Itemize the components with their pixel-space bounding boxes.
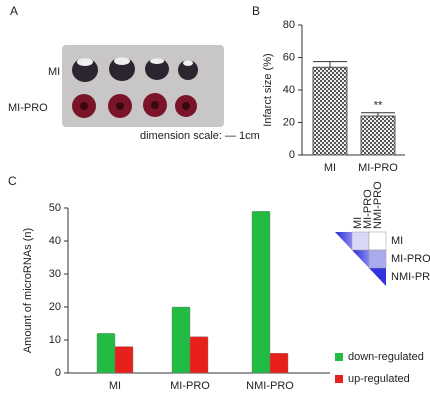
- y-tick-label: 20: [49, 301, 61, 313]
- y-tick-label: 30: [49, 268, 61, 280]
- x-tick-label: NMI-PRO: [246, 380, 294, 392]
- y-tick-label: 40: [49, 235, 61, 247]
- legend-label: down-regulated: [348, 351, 424, 363]
- scale-note: dimension scale: — 1cm: [140, 130, 260, 142]
- legend-swatch: [335, 375, 343, 383]
- heart-photo: [62, 45, 224, 127]
- inset-matrix: [335, 231, 387, 286]
- inset-label: MI-PRO: [391, 253, 430, 265]
- x-tick-label: MI-PRO: [170, 380, 210, 392]
- y-tick-label: 10: [49, 334, 61, 346]
- y-tick-label: 0: [289, 149, 295, 161]
- bar: [171, 306, 191, 374]
- y-tick-label: 40: [283, 84, 295, 96]
- bar: [96, 333, 116, 374]
- panel-label: B: [252, 4, 260, 18]
- x-tick-label: MI-PRO: [358, 162, 398, 174]
- x-tick-label: MI: [324, 162, 336, 174]
- legend-label: up-regulated: [348, 373, 410, 385]
- y-axis-label: Infarct size (%): [262, 53, 274, 126]
- inset-label: MI: [391, 235, 403, 247]
- bar: [114, 346, 134, 374]
- y-tick-label: 60: [283, 51, 295, 63]
- inset-label: NMI-PRO: [391, 271, 430, 283]
- inset-label: MI-PRO: [362, 189, 374, 229]
- inset-label: MI: [352, 217, 364, 229]
- y-tick-label: 0: [55, 367, 61, 379]
- photo-label: MI-PRO: [8, 102, 48, 114]
- annotation: **: [374, 100, 383, 112]
- photo-label: MI: [48, 66, 60, 78]
- bar: [312, 66, 348, 156]
- bar: [251, 211, 271, 374]
- bar: [269, 353, 289, 374]
- panel-label: A: [10, 4, 18, 18]
- bar: [189, 336, 209, 374]
- y-axis-label: Amount of microRNAs (n): [22, 228, 34, 353]
- bar: [360, 115, 396, 156]
- y-tick-label: 80: [283, 19, 295, 31]
- inset-label: NMI-PRO: [372, 181, 384, 229]
- x-tick-label: MI: [109, 380, 121, 392]
- y-tick-label: 50: [49, 202, 61, 214]
- panel-label: C: [8, 174, 17, 188]
- legend-swatch: [335, 353, 343, 361]
- y-tick-label: 20: [283, 116, 295, 128]
